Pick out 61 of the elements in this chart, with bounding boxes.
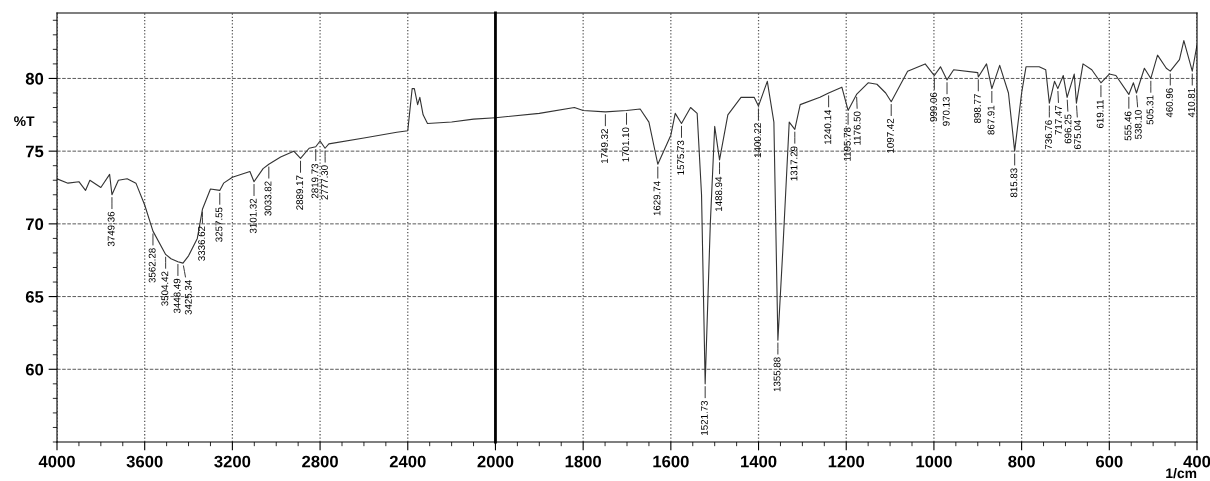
annotation: 3101.32	[249, 198, 257, 234]
annotation: 970.13	[942, 96, 950, 126]
annotation: 1400.22	[754, 123, 762, 158]
annotation: 867.91	[987, 105, 995, 135]
x-tick-label: 2800	[302, 455, 338, 468]
annotation: 736.76	[1045, 120, 1052, 150]
x-tick-label: 800	[1008, 455, 1035, 468]
x-tick-label: 3600	[126, 455, 163, 468]
x-tick-label: 1400	[741, 455, 777, 468]
annotation: 3749.36	[107, 211, 115, 247]
y-axis-title: %T	[14, 116, 35, 127]
annotation: 460.96	[1166, 88, 1173, 118]
annotation: 1575.73	[677, 140, 685, 175]
annotation: 1176.50	[853, 111, 861, 145]
annotation: 3033.82	[264, 181, 272, 216]
annotation: 1488.94	[715, 176, 723, 211]
annotation: 815.83	[1010, 168, 1018, 198]
x-tick-label: 3200	[214, 455, 251, 468]
annotation: 505.31	[1146, 95, 1154, 125]
y-tick-label: 65	[25, 290, 44, 303]
annotation: 410.81	[1187, 88, 1195, 118]
x-tick-label: 4000	[38, 455, 75, 468]
annotation: 717.47	[1055, 105, 1062, 135]
annotation: 619.11	[1096, 99, 1104, 128]
annotation: 696.25	[1064, 114, 1072, 144]
annotation: 1701.10	[622, 127, 630, 162]
annotation: 1097.42	[886, 118, 894, 153]
annotation: 999.06	[930, 92, 937, 122]
annotation: 1521.73	[700, 400, 708, 435]
annotation: 3257.55	[215, 207, 223, 242]
x-tick-label: 600	[1096, 455, 1123, 468]
x-tick-label: 1000	[916, 455, 952, 468]
y-tick-label: 70	[25, 218, 44, 231]
y-tick-label: 75	[25, 145, 44, 158]
annotation: 1629.74	[653, 181, 661, 216]
y-tick-label: 80	[25, 72, 44, 85]
annotation: 1240.14	[824, 109, 832, 145]
annotation: 3448.49	[173, 278, 181, 314]
annotation: 3425.34	[184, 280, 192, 315]
annotation: 3336.62	[198, 226, 206, 261]
annotation: 1195.78	[843, 127, 851, 161]
x-tick-label: 1800	[565, 455, 602, 468]
x-tick-label: 2000	[477, 455, 514, 468]
annotation: 555.46	[1124, 111, 1132, 141]
annotation: 3504.42	[161, 271, 169, 306]
annotation: 1749.32	[601, 129, 608, 163]
x-tick-label: 1600	[653, 455, 689, 468]
annotation: 675.04	[1074, 120, 1082, 150]
annotation: 2819.73	[311, 163, 319, 199]
x-tick-label: 400	[1183, 455, 1210, 468]
annotation: 1317.29	[790, 146, 798, 181]
annotation: 898.77	[974, 94, 981, 123]
x-axis-title: 1/cm	[1166, 467, 1197, 479]
x-tick-label: 1200	[828, 455, 865, 468]
y-tick-label: 60	[25, 363, 44, 376]
annotation: 3562.28	[148, 248, 156, 283]
annotation: 1355.88	[773, 357, 781, 392]
annotation: 538.10	[1134, 110, 1142, 139]
x-tick-label: 2400	[389, 455, 426, 468]
annotation: 2889.17	[296, 175, 304, 210]
annotation: 2777.30	[321, 165, 328, 200]
